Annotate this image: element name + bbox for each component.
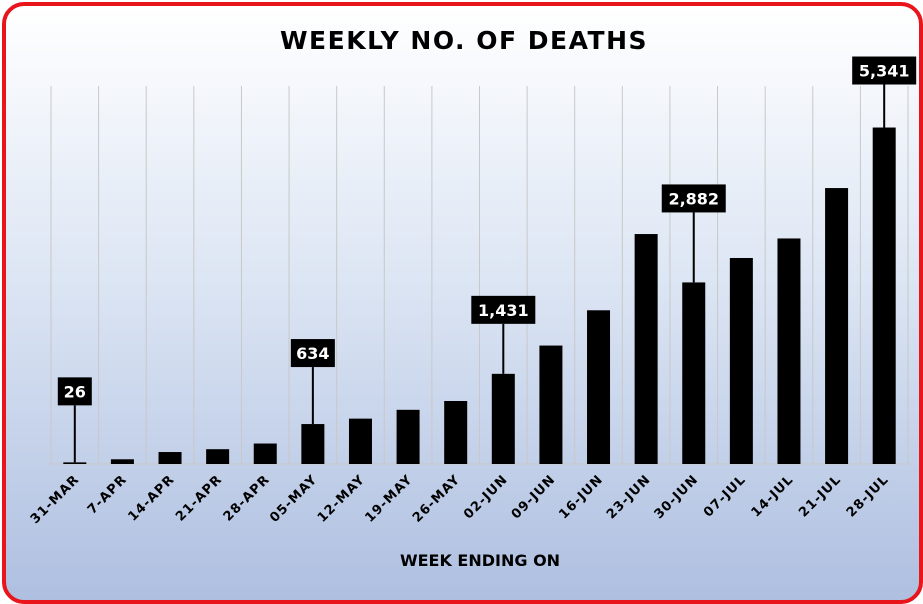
data-labels: 26 634 1,431 2,882 5,341 xyxy=(57,56,917,463)
bar xyxy=(539,345,563,464)
bar xyxy=(491,373,515,464)
bar xyxy=(634,234,658,464)
x-tick-label: 7-APR xyxy=(85,472,130,517)
data-label-box xyxy=(661,184,726,213)
bar xyxy=(158,452,182,464)
bar xyxy=(206,449,230,464)
bar xyxy=(729,257,753,464)
x-tick-label: 21-APR xyxy=(173,472,225,524)
x-tick-label: 09-JUN xyxy=(509,472,559,522)
x-tick-label: 05-MAY xyxy=(267,472,320,525)
bars xyxy=(63,127,896,464)
bar xyxy=(301,424,325,464)
data-label-box xyxy=(471,295,536,324)
data-label: 5,341 xyxy=(859,62,910,81)
x-tick-label: 02-JUN xyxy=(461,472,511,522)
bar xyxy=(110,459,134,464)
bar xyxy=(825,188,849,464)
x-tick-label: 16-JUN xyxy=(556,472,606,522)
data-label-box xyxy=(57,377,92,406)
bar xyxy=(396,409,420,464)
x-axis-label: WEEK ENDING ON xyxy=(400,551,560,570)
x-tick-label: 31-MAR xyxy=(28,472,83,527)
data-label-box xyxy=(852,56,917,85)
bar xyxy=(872,127,896,464)
data-label: 26 xyxy=(64,382,86,401)
x-tick-label: 28-JUL xyxy=(844,472,892,520)
bar xyxy=(444,401,468,464)
bar xyxy=(63,462,87,464)
x-tick-label: 23-JUN xyxy=(604,472,654,522)
bar xyxy=(777,238,801,464)
x-tick-label: 28-APR xyxy=(221,472,273,524)
x-tick-labels: 31-MAR 7-APR14-APR21-APR28-APR05-MAY12-MA… xyxy=(28,472,892,527)
x-tick-label: 30-JUN xyxy=(652,472,702,522)
bar xyxy=(253,443,277,464)
data-label: 634 xyxy=(296,344,329,363)
bar xyxy=(682,282,706,464)
x-tick-label: 14-APR xyxy=(125,472,177,524)
bar xyxy=(348,418,372,464)
data-label: 2,882 xyxy=(668,189,719,208)
x-tick-label: 26-MAY xyxy=(410,472,463,525)
x-tick-label: 07-JUL xyxy=(701,472,749,520)
x-tick-label: 21-JUL xyxy=(796,472,844,520)
chart-title: WEEKLY NO. OF DEATHS xyxy=(280,26,648,55)
x-tick-label: 19-MAY xyxy=(362,472,415,525)
grid-lines xyxy=(50,86,909,465)
bar-chart: WEEKLY NO. OF DEATHS 31-MAR 7-APR14-APR21… xyxy=(28,26,917,570)
bar xyxy=(587,310,611,464)
data-label: 1,431 xyxy=(478,301,529,320)
x-tick-label: 14-JUL xyxy=(749,472,797,520)
data-label-box xyxy=(290,339,335,368)
x-tick-label: 12-MAY xyxy=(315,472,368,525)
